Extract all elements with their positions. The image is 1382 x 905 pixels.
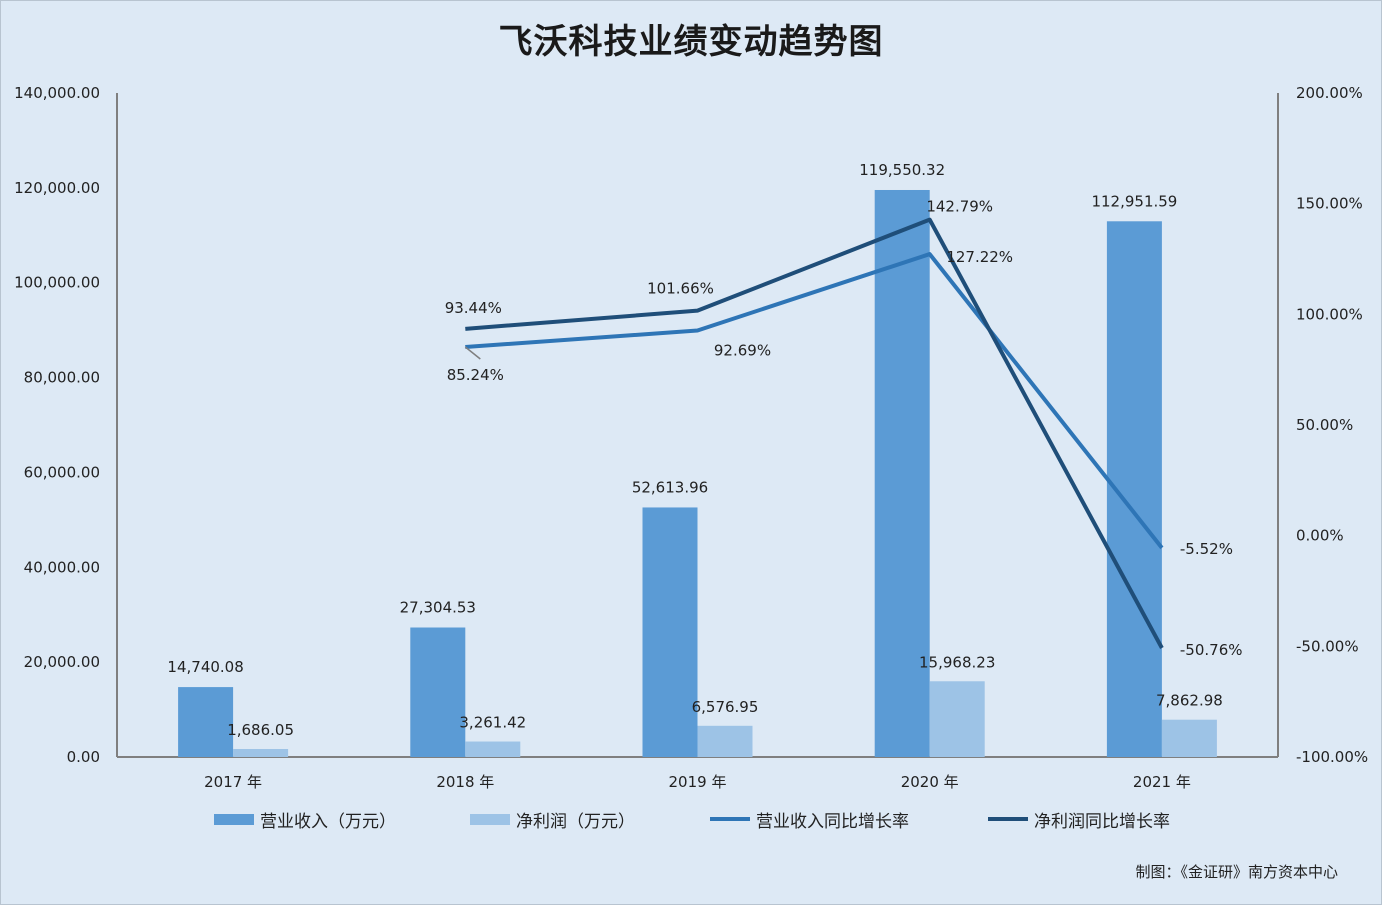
legend: 营业收入（万元） 净利润（万元） 营业收入同比增长率 净利润同比增长率	[0, 806, 1382, 832]
y-tick-right: -50.00%	[1296, 637, 1359, 655]
y-tick-left: 40,000.00	[24, 558, 100, 576]
x-tick-label: 2021 年	[1133, 773, 1191, 791]
data-label-revenue-growth: 127.22%	[946, 248, 1013, 266]
bars	[178, 189, 1217, 757]
bar-profit	[929, 681, 985, 757]
bar-revenue	[178, 687, 234, 757]
x-tick-label: 2017 年	[204, 773, 262, 791]
y-tick-left: 120,000.00	[14, 179, 100, 197]
bar-profit	[697, 725, 753, 757]
y-tick-right: 50.00%	[1296, 416, 1353, 434]
bar-revenue	[642, 507, 698, 757]
y-tick-right: 0.00%	[1296, 527, 1344, 545]
legend-item-revenue: 营业收入（万元）	[214, 806, 396, 832]
x-tick-label: 2020 年	[901, 773, 959, 791]
legend-swatch-revenue-growth	[710, 817, 750, 821]
y-tick-left: 20,000.00	[24, 653, 100, 671]
y-tick-right: 200.00%	[1296, 84, 1363, 102]
data-label-profit: 1,686.05	[227, 721, 294, 739]
legend-item-profit: 净利润（万元）	[470, 806, 635, 832]
data-label-profit: 3,261.42	[459, 714, 526, 732]
data-label-revenue: 119,550.32	[859, 161, 945, 179]
legend-label-revenue-growth: 营业收入同比增长率	[756, 811, 909, 832]
y-tick-left: 0.00	[67, 748, 100, 766]
legend-label-revenue: 营业收入（万元）	[260, 811, 396, 832]
legend-swatch-revenue	[214, 813, 254, 825]
y-tick-left: 60,000.00	[24, 463, 100, 481]
lines	[465, 217, 1164, 649]
bar-revenue	[874, 189, 930, 757]
y-tick-right: 150.00%	[1296, 195, 1363, 213]
data-label-profit: 7,862.98	[1156, 692, 1223, 710]
data-label-profit: 15,968.23	[919, 653, 995, 671]
legend-label-profit-growth: 净利润同比增长率	[1034, 811, 1170, 832]
x-tick-label: 2018 年	[436, 773, 494, 791]
y-tick-right: 100.00%	[1296, 305, 1363, 323]
line-profit-growth	[465, 217, 1164, 649]
y-tick-right: -100.00%	[1296, 748, 1368, 766]
legend-item-profit-growth: 净利润同比增长率	[988, 806, 1170, 832]
leader-line	[464, 346, 481, 360]
data-label-revenue: 112,951.59	[1091, 192, 1177, 210]
y-tick-left: 100,000.00	[14, 274, 100, 292]
axes: 0.00 20,000.00 40,000.00 60,000.00 80,000.00…	[14, 84, 1368, 791]
data-label-revenue: 27,304.53	[400, 598, 476, 616]
source-note: 制图：《金证研》南方资本中心	[1135, 863, 1338, 881]
line-revenue-growth	[465, 252, 1164, 550]
data-label-revenue-growth: 92.69%	[714, 342, 771, 360]
y-tick-left: 140,000.00	[14, 84, 100, 102]
data-label-revenue-growth: 85.24%	[447, 366, 504, 384]
chart-title: 飞沃科技业绩变动趋势图	[498, 22, 884, 62]
data-label-profit-growth: -50.76%	[1180, 641, 1243, 659]
x-tick-label: 2019 年	[669, 773, 727, 791]
legend-label-profit: 净利润（万元）	[516, 811, 635, 832]
data-label-revenue: 52,613.96	[632, 478, 708, 496]
data-labels: 14,740.08 27,304.53 52,613.96 119,550.32 112…	[167, 161, 1242, 739]
data-label-profit: 6,576.95	[692, 698, 759, 716]
data-label-profit-growth: 93.44%	[445, 299, 502, 317]
data-label-profit-growth: 101.66%	[647, 280, 714, 298]
data-label-revenue: 14,740.08	[167, 658, 243, 676]
data-label-profit-growth: 142.79%	[926, 198, 993, 216]
bar-revenue	[410, 627, 466, 757]
legend-swatch-profit	[470, 813, 510, 825]
bar-profit	[1161, 719, 1217, 757]
bar-profit	[465, 741, 521, 757]
legend-item-revenue-growth: 营业收入同比增长率	[710, 806, 909, 832]
data-label-revenue-growth: -5.52%	[1180, 540, 1233, 558]
bar-profit	[233, 749, 289, 757]
y-tick-left: 80,000.00	[24, 369, 100, 387]
legend-swatch-profit-growth	[988, 817, 1028, 821]
